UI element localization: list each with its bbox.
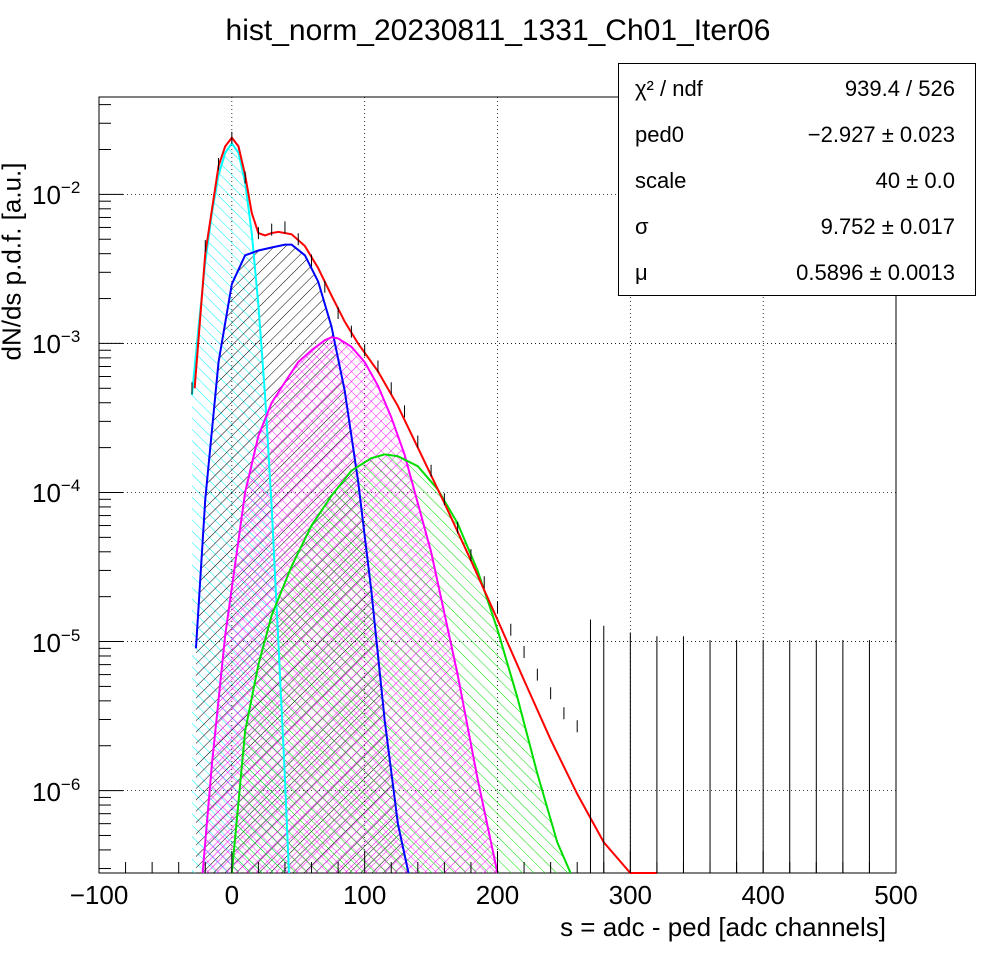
x-tick-label: 100	[342, 880, 387, 910]
stat-row-ped0: ped0 −2.927 ± 0.023	[635, 122, 955, 152]
y-tick-label: 10−5	[32, 625, 81, 658]
y-tick-label: 10−2	[32, 178, 81, 211]
total-fit-curve-4	[193, 136, 657, 874]
x-tick-label: −100	[69, 880, 129, 910]
y-tick-label: 10−6	[32, 774, 81, 807]
stat-row-scale: scale 40 ± 0.0	[635, 168, 955, 198]
stat-name: χ² / ndf	[635, 76, 703, 101]
stat-row-mu: μ 0.5896 ± 0.0013	[635, 260, 955, 290]
stat-row-sigma: σ 9.752 ± 0.017	[635, 214, 955, 244]
component-fill-3	[231, 454, 571, 873]
stat-value: 9.752 ± 0.017	[820, 214, 955, 239]
stat-name: scale	[635, 168, 687, 193]
component-curve-3	[230, 453, 572, 874]
stat-name: μ	[635, 260, 648, 285]
data-histogram	[191, 131, 897, 873]
stat-name: σ	[635, 214, 649, 239]
stat-value: 939.4 / 526	[844, 76, 955, 101]
fit-stats-box: χ² / ndf 939.4 / 526 ped0 −2.927 ± 0.023…	[618, 63, 976, 296]
y-tick-label: 10−4	[32, 476, 81, 509]
series-lines	[190, 131, 897, 874]
component-curve-2	[201, 336, 499, 874]
x-tick-label: 400	[741, 880, 785, 910]
x-tick-label: 0	[224, 880, 240, 910]
component-curve-1	[194, 243, 410, 874]
component-fills	[191, 143, 571, 874]
stat-name: ped0	[635, 122, 684, 147]
x-tick-label: 300	[608, 880, 653, 910]
stat-value: 40 ± 0.0	[875, 168, 955, 193]
x-tick-label: 500	[874, 880, 918, 910]
y-axis-label: dN/ds p.d.f. [a.u.]	[0, 162, 27, 361]
chart-title: hist_norm_20230811_1331_Ch01_Iter06	[225, 14, 771, 47]
stat-row-chi2: χ² / ndf 939.4 / 526	[635, 76, 955, 106]
stat-value: −2.927 ± 0.023	[807, 122, 955, 147]
stat-value: 0.5896 ± 0.0013	[796, 260, 955, 285]
y-tick-label: 10−3	[32, 327, 81, 360]
axis-ticks	[98, 104, 897, 873]
x-tick-label: 200	[475, 880, 520, 910]
x-axis-label: s = adc - ped [adc channels]	[560, 912, 886, 942]
